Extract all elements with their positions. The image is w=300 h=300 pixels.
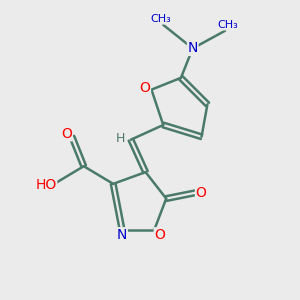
Text: CH₃: CH₃ <box>150 14 171 24</box>
Text: HO: HO <box>35 178 57 192</box>
Text: O: O <box>140 81 150 95</box>
Text: H: H <box>116 132 125 145</box>
Text: O: O <box>61 127 72 141</box>
Text: CH₃: CH₃ <box>218 20 238 30</box>
Text: N: N <box>117 228 127 242</box>
Text: O: O <box>154 228 165 242</box>
Text: O: O <box>196 186 206 200</box>
Text: N: N <box>188 41 198 56</box>
